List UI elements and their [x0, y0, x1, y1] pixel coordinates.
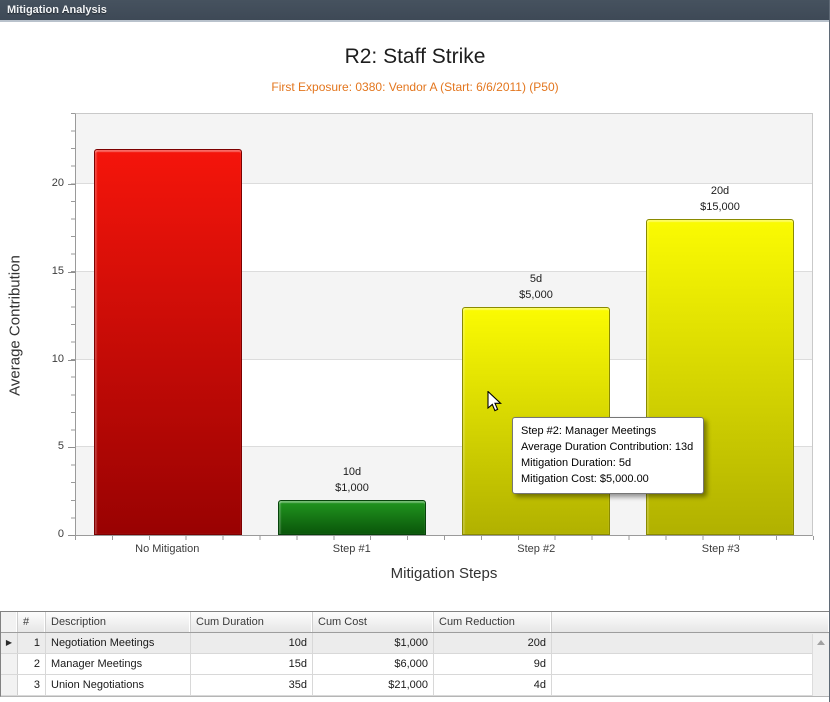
row-filler	[552, 654, 829, 674]
row-selector[interactable]: ▶	[1, 633, 18, 653]
bar-no-mitigation[interactable]	[94, 149, 242, 535]
x-axis-minor-ticks	[75, 536, 814, 540]
chart-subtitle: First Exposure: 0380: Vendor A (Start: 6…	[271, 80, 559, 94]
chart-title: R2: Staff Strike	[344, 45, 486, 68]
row-selector[interactable]	[1, 654, 18, 674]
tooltip-line: Step #2: Manager Meetings	[521, 425, 657, 437]
x-category-label-4: Step #3	[701, 543, 740, 555]
gridline-y10	[76, 358, 812, 360]
bar-value-label: 10d $1,000	[335, 464, 369, 496]
table-cell[interactable]: 3	[18, 675, 46, 695]
column-header--[interactable]: #	[18, 612, 46, 632]
x-category-label-3: Step #2	[517, 543, 556, 555]
column-header-cum-cost[interactable]: Cum Cost	[313, 612, 434, 632]
y-tick-label-20: 20	[51, 177, 64, 190]
table-body: ▶ 1 Negotiation Meetings 10d $1,000 20d 2 Manag…	[1, 633, 829, 696]
bar-step-1[interactable]	[278, 499, 426, 535]
column-header-cum-reduction[interactable]: Cum Reduction	[434, 612, 552, 632]
y-tick-mark	[68, 447, 75, 449]
x-axis-title: Mitigation Steps	[390, 565, 498, 582]
y-axis-minor-ticks	[71, 113, 75, 536]
current-row-arrow-icon: ▶	[5, 638, 13, 647]
y-axis-title: Average Contribution	[6, 255, 24, 396]
table-row-1[interactable]: ▶ 1 Negotiation Meetings 10d $1,000 20d	[1, 633, 829, 654]
y-tick-mark	[68, 184, 75, 186]
mouse-cursor-icon	[487, 391, 502, 412]
row-selector[interactable]	[1, 675, 18, 695]
scrollbar-up-button[interactable]	[813, 634, 829, 651]
table-cell[interactable]: $1,000	[313, 633, 434, 653]
table-cell[interactable]: 4d	[434, 675, 552, 695]
y-tick-label-15: 15	[51, 264, 64, 277]
y-tick-mark	[68, 535, 75, 536]
bar-value-label: 5d $5,000	[519, 271, 553, 303]
gridline-y5	[76, 446, 812, 448]
bar-label-line: $15,000	[700, 201, 740, 214]
table-cell[interactable]: $21,000	[313, 675, 434, 695]
mitigation-table: # Description Cum Duration Cum Cost Cum Redu…	[0, 611, 829, 697]
x-category-label-2: Step #1	[332, 543, 371, 555]
bar-label-line: 10d	[342, 465, 362, 478]
table-row-3[interactable]: 3 Union Negotiations 35d $21,000 4d	[1, 675, 829, 696]
tooltip-line: Mitigation Duration: 5d	[521, 457, 632, 469]
column-header-cum-duration[interactable]: Cum Duration	[191, 612, 313, 632]
y-tick-label-0: 0	[57, 528, 64, 540]
window-titlebar[interactable]: Mitigation Analysis	[0, 0, 829, 22]
y-tick-mark	[68, 359, 75, 361]
window-title: Mitigation Analysis	[7, 4, 107, 16]
bar-label-line: $1,000	[335, 481, 369, 494]
y-tick-label-5: 5	[57, 440, 64, 453]
table-cell[interactable]: 20d	[434, 633, 552, 653]
table-header-row: # Description Cum Duration Cum Cost Cum Redu…	[1, 612, 829, 633]
column-header-description[interactable]: Description	[46, 612, 191, 632]
y-tick-label-10: 10	[51, 352, 64, 365]
table-cell[interactable]: Negotiation Meetings	[46, 633, 191, 653]
tooltip-line: Mitigation Cost: $5,000.00	[521, 473, 649, 485]
table-cell[interactable]: $6,000	[313, 654, 434, 674]
table-cell[interactable]: 2	[18, 654, 46, 674]
row-filler	[552, 633, 829, 653]
x-category-label-1: No Mitigation	[135, 543, 200, 555]
table-vertical-scrollbar[interactable]	[812, 634, 829, 696]
gridline-y15	[76, 270, 812, 272]
table-cell[interactable]: Manager Meetings	[46, 654, 191, 674]
header-filler	[552, 612, 829, 632]
bar-label-line: 20d	[710, 185, 730, 198]
bar-value-label: 20d $15,000	[700, 183, 740, 215]
tooltip-line: Average Duration Contribution: 13d	[521, 441, 694, 453]
table-cell[interactable]: 1	[18, 633, 46, 653]
table-cell[interactable]: 15d	[191, 654, 313, 674]
row-filler	[552, 675, 829, 695]
y-tick-mark	[68, 271, 75, 273]
chart-tooltip: Step #2: Manager Meetings Average Duratio…	[512, 417, 705, 494]
header-row-selector	[1, 612, 18, 632]
bar-label-line: 5d	[529, 272, 543, 285]
table-cell[interactable]: 9d	[434, 654, 552, 674]
table-row-2[interactable]: 2 Manager Meetings 15d $6,000 9d	[1, 654, 829, 675]
gridline-y20	[76, 183, 812, 185]
scroll-up-arrow-icon	[817, 640, 825, 645]
bar-label-line: $5,000	[519, 288, 553, 301]
table-cell[interactable]: 10d	[191, 633, 313, 653]
table-cell[interactable]: 35d	[191, 675, 313, 695]
table-cell[interactable]: Union Negotiations	[46, 675, 191, 695]
